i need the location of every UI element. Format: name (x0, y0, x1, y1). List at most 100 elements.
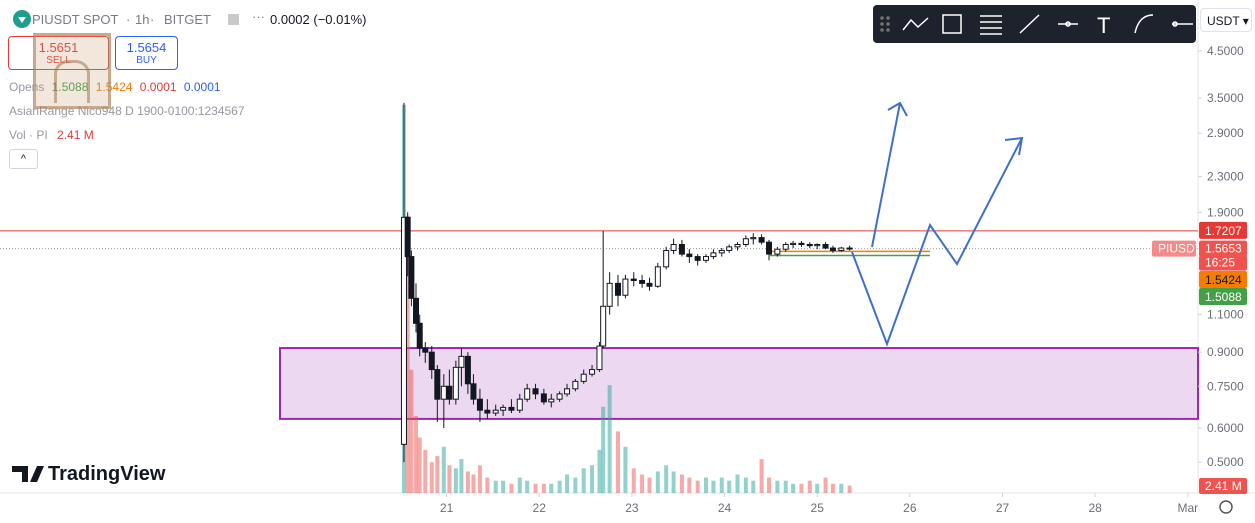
y-tick-label: 0.6000 (1207, 421, 1244, 435)
tool-rectangle[interactable] (942, 14, 962, 34)
candle-body (710, 252, 717, 258)
candle-body (524, 388, 531, 400)
tool-fib[interactable] (980, 15, 1002, 35)
volume-bar (704, 477, 709, 493)
tool-curve[interactable] (1134, 14, 1154, 34)
volume-bar (847, 485, 852, 493)
candle-body (774, 248, 781, 255)
candle-body (654, 266, 661, 287)
currency-select[interactable]: USDT ▾ (1200, 8, 1252, 32)
candle-body (532, 388, 539, 395)
candle-body (838, 247, 845, 251)
candle-body (422, 347, 429, 353)
candle-body (686, 253, 693, 258)
candle-body (646, 282, 653, 287)
candle-body (572, 380, 579, 390)
volume-bar (441, 446, 446, 493)
drawing-toolbar: T (873, 5, 1196, 43)
volume-bar (573, 477, 578, 493)
candle-body (548, 398, 555, 403)
y-tick-label: 0.5000 (1207, 455, 1244, 469)
volume-bar (435, 456, 440, 493)
volume-bar (671, 471, 676, 493)
tool-text[interactable]: T (1097, 13, 1110, 38)
indicator-value: 1.5424 (95, 80, 133, 94)
volume-bar (767, 477, 772, 493)
x-tick-label: 25 (811, 501, 825, 515)
level-tag: 1.5088 (1199, 288, 1247, 305)
level-tag-text: 1.5088 (1205, 290, 1242, 304)
collapse-button[interactable]: ^ (9, 149, 38, 169)
candle-body (790, 242, 797, 245)
volume-bar (839, 483, 844, 493)
volume-bar (447, 465, 452, 493)
volume-tag-text: 2.41 M (1205, 479, 1242, 493)
candle-body (492, 409, 499, 414)
candle-body (829, 247, 836, 251)
candle-body (614, 282, 621, 296)
level-tag-bg (1199, 221, 1247, 239)
volume-bar (453, 468, 458, 493)
separator: · (126, 12, 131, 27)
buy-label: BUY (136, 55, 157, 66)
sell-button[interactable]: 1.5651 SELL (8, 36, 109, 70)
volume-bar (409, 369, 414, 493)
volume-bar (640, 474, 645, 493)
candle-body (718, 249, 725, 254)
tool-ray[interactable] (1172, 21, 1193, 27)
volume-tag-bg (1199, 478, 1247, 494)
drawings (851, 101, 1024, 347)
candle-body (556, 393, 563, 400)
volume-tag: 2.41 M (1199, 478, 1247, 494)
volume-bar (557, 480, 562, 493)
tool-trendline[interactable] (1019, 14, 1040, 34)
volume-bar (471, 474, 476, 493)
volume-bar (815, 483, 820, 493)
countdown-tag-text: 16:25 (1205, 256, 1235, 270)
candle-body (540, 393, 547, 403)
volume-bar (631, 468, 636, 493)
settings-button[interactable] (1219, 500, 1233, 514)
buy-button[interactable]: 1.5654 BUY (115, 36, 178, 70)
candle-body (484, 409, 491, 414)
candle-body (446, 385, 453, 400)
candle-body (413, 297, 420, 324)
tool-path[interactable] (902, 17, 929, 31)
indicator-name: Vol · PI (9, 128, 48, 142)
level-tag-text: 1.7207 (1205, 224, 1242, 238)
symbol-tag: PIUSDT (1152, 240, 1203, 257)
candle-body (404, 216, 411, 258)
x-tick-label: 28 (1088, 501, 1102, 515)
volume-bar (485, 477, 490, 493)
candle-body (589, 369, 596, 375)
volume-bar (477, 465, 482, 493)
volume-bar (615, 431, 620, 493)
buy-price: 1.5654 (126, 40, 167, 55)
candle-body (434, 369, 441, 400)
volume-bar (417, 437, 422, 493)
volume-bar (799, 483, 804, 493)
tool-hline[interactable] (1058, 21, 1078, 27)
candle-body (416, 322, 423, 349)
candle-body (822, 243, 829, 249)
candle-body (580, 373, 587, 382)
candle-body (846, 247, 853, 250)
volume-bar (405, 215, 410, 493)
x-tick-label: 21 (440, 501, 454, 515)
x-tick-label: Mar (1177, 501, 1198, 515)
volume-bar (783, 480, 788, 493)
volume-bar (711, 480, 716, 493)
flag-icon[interactable] (228, 14, 239, 25)
volume-bar (655, 471, 660, 493)
candle-body (476, 398, 483, 411)
level-tag-bg (1199, 271, 1247, 288)
x-tick-label: 22 (533, 501, 547, 515)
volume-bar (549, 483, 554, 493)
candle-body (678, 243, 685, 255)
interval[interactable]: 1h (135, 12, 150, 27)
more-button[interactable]: ··· (252, 9, 265, 24)
volume-bar (664, 465, 669, 493)
indicator-value: 2.41 M (57, 128, 94, 142)
y-tick-label: 0.7500 (1207, 379, 1244, 393)
candle-body (428, 351, 435, 371)
